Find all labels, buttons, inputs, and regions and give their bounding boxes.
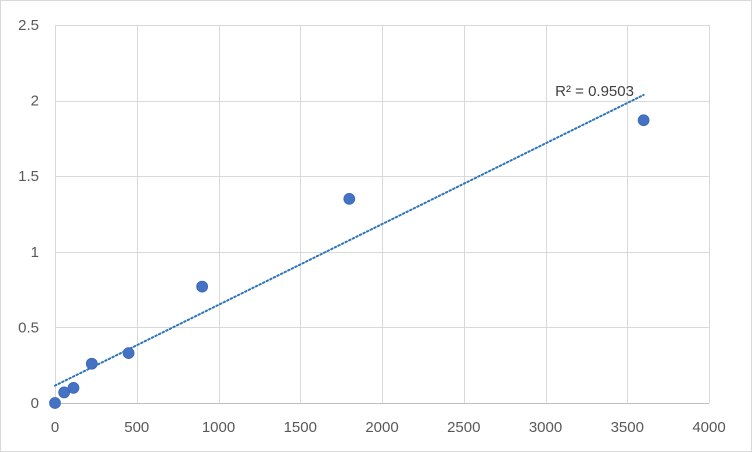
y-tick-label: 0.5 (18, 319, 39, 336)
data-point (58, 386, 71, 399)
y-tick-label: 2 (31, 93, 39, 110)
x-tick-label: 0 (51, 419, 59, 436)
data-point (122, 347, 135, 359)
data-point (196, 280, 209, 293)
data-points (49, 114, 650, 409)
data-point (637, 114, 650, 127)
trendline-layer (54, 93, 645, 387)
linear-trendline (54, 93, 645, 387)
x-tick-label: 2000 (365, 419, 398, 436)
data-point (343, 193, 356, 205)
x-tick-label: 3500 (611, 419, 644, 436)
axes (55, 25, 709, 404)
y-tick-label: 1 (31, 244, 39, 261)
data-point (49, 397, 61, 409)
gridlines (55, 25, 710, 404)
x-tick-label: 500 (124, 419, 149, 436)
r-squared-label: R² = 0.9503 (555, 83, 634, 100)
y-tick-label: 0 (31, 395, 39, 412)
data-point (67, 382, 80, 394)
x-tick-label: 1000 (202, 419, 235, 436)
tick-labels: 0 0.5 1 1.5 2 2.5 0 500 1000 1500 2000 2500 3000 3500… (18, 17, 726, 436)
data-point (85, 357, 98, 370)
y-tick-label: 1.5 (18, 168, 39, 185)
x-tick-label: 4000 (692, 419, 725, 436)
x-tick-label: 3000 (529, 419, 562, 436)
annotations: R² = 0.9503 (555, 83, 634, 100)
x-tick-label: 2500 (447, 419, 480, 436)
x-tick-label: 1500 (284, 419, 317, 436)
y-tick-label: 2.5 (18, 17, 39, 34)
